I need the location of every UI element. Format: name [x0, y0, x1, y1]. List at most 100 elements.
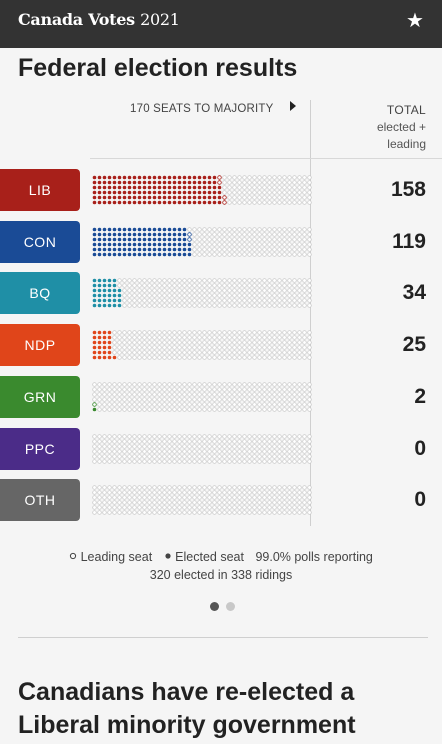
elected-seat-dot	[102, 289, 107, 293]
party-tag-oth[interactable]: OTH	[0, 479, 80, 522]
empty-seat-dot	[277, 200, 282, 205]
elected-seat-dot	[152, 175, 157, 180]
elected-seat-dot	[117, 299, 122, 303]
empty-seat-dot	[272, 185, 277, 190]
empty-seat-dot	[297, 355, 302, 360]
empty-seat-dot	[302, 180, 307, 185]
empty-seat-dot	[227, 195, 232, 200]
majority-arrow-icon	[290, 101, 296, 111]
empty-seat-dot	[252, 185, 257, 190]
empty-seat-dot	[257, 392, 262, 397]
empty-seat-dot	[117, 490, 122, 495]
empty-seat-dot	[197, 293, 202, 299]
empty-seat-dot	[232, 330, 237, 335]
elected-seat-dot	[127, 252, 132, 256]
elected-seat-dot	[117, 252, 122, 256]
elected-seat-dot	[132, 252, 137, 256]
empty-seat-dot	[162, 407, 167, 412]
elected-seat-dot	[112, 252, 117, 256]
empty-seat-dot	[122, 402, 127, 407]
elected-seat-dot	[97, 237, 102, 241]
empty-seat-dot	[257, 288, 262, 294]
party-tag-con[interactable]: CON	[0, 220, 80, 263]
empty-seat-dot	[112, 495, 117, 500]
empty-seat-dot	[297, 453, 302, 459]
empty-seat-dot	[97, 433, 102, 439]
empty-seat-dot	[187, 392, 192, 397]
empty-seat-dot	[212, 387, 217, 392]
empty-seat-dot	[267, 180, 272, 185]
elected-seat-dot	[137, 232, 142, 236]
elected-seat-dot	[92, 355, 97, 360]
elected-seat-dot	[177, 252, 182, 256]
empty-seat-dot	[207, 443, 212, 449]
empty-seat-dot	[242, 303, 247, 309]
empty-seat-dot	[227, 350, 232, 355]
empty-seat-dot	[192, 453, 197, 459]
empty-seat-dot	[247, 438, 252, 444]
elected-seat-dot	[172, 180, 177, 185]
empty-seat-dot	[127, 397, 132, 402]
empty-seat-dot	[297, 175, 302, 180]
empty-seat-dot	[182, 345, 187, 350]
empty-seat-dot	[257, 490, 262, 495]
empty-seat-dot	[287, 283, 292, 289]
empty-seat-dot	[197, 237, 202, 242]
empty-seat-dot	[92, 392, 97, 397]
empty-seat-dot	[127, 345, 132, 350]
empty-seat-dot	[187, 387, 192, 392]
star-icon[interactable]: ★	[406, 10, 424, 32]
elected-seat-dot	[172, 200, 177, 205]
seat-total-ndp: 25	[402, 333, 426, 357]
empty-seat-dot	[222, 180, 227, 185]
elected-seat-dot	[162, 252, 167, 256]
empty-seat-dot	[222, 500, 227, 505]
empty-seat-dot	[252, 382, 257, 387]
empty-seat-dot	[237, 485, 242, 490]
empty-seat-dot	[267, 490, 272, 495]
empty-seat-dot	[282, 355, 287, 360]
elected-seat-dot	[207, 180, 212, 185]
elected-seat-dot	[167, 180, 172, 185]
empty-seat-dot	[207, 458, 212, 464]
empty-seat-dot	[212, 510, 217, 515]
party-tag-ppc[interactable]: PPC	[0, 427, 80, 470]
empty-seat-dot	[137, 355, 142, 360]
empty-seat-dot	[302, 330, 307, 335]
empty-seat-dot	[242, 350, 247, 355]
party-tag-lib[interactable]: LIB	[0, 169, 80, 211]
empty-seat-dot	[172, 433, 177, 439]
party-tag-grn[interactable]: GRN	[0, 375, 80, 418]
brand-logo[interactable]: Canada Votes 2021	[18, 10, 180, 29]
empty-seat-dot	[92, 485, 97, 490]
headline: Canadians have re-elected a Liberal mino…	[18, 678, 356, 739]
empty-seat-dot	[302, 402, 307, 407]
empty-seat-dot	[222, 345, 227, 350]
empty-seat-dot	[207, 387, 212, 392]
empty-seat-dot	[302, 175, 307, 180]
pager-dot-active[interactable]	[210, 602, 219, 611]
empty-seat-dot	[182, 443, 187, 449]
elected-seat-dot	[182, 227, 187, 231]
empty-seat-dot	[162, 500, 167, 505]
empty-seat-dot	[182, 330, 187, 335]
empty-seat-dot	[167, 495, 172, 500]
empty-seat-dot	[277, 298, 282, 304]
empty-seat-dot	[232, 433, 237, 439]
seat-dots-oth	[92, 485, 312, 515]
party-tag-bq[interactable]: BQ	[0, 272, 80, 315]
pager-dot[interactable]	[226, 602, 235, 611]
empty-seat-dot	[292, 433, 297, 439]
empty-seat-dot	[247, 283, 252, 289]
empty-seat-dot	[207, 237, 212, 242]
empty-seat-dot	[132, 335, 137, 340]
empty-seat-dot	[262, 190, 267, 195]
empty-seat-dot	[297, 495, 302, 500]
empty-seat-dot	[292, 402, 297, 407]
empty-seat-dot	[262, 227, 267, 232]
empty-seat-dot	[167, 453, 172, 459]
empty-seat-dot	[202, 247, 207, 252]
empty-seat-dot	[212, 278, 217, 284]
empty-seat-dot	[237, 283, 242, 289]
party-tag-ndp[interactable]: NDP	[0, 324, 80, 367]
